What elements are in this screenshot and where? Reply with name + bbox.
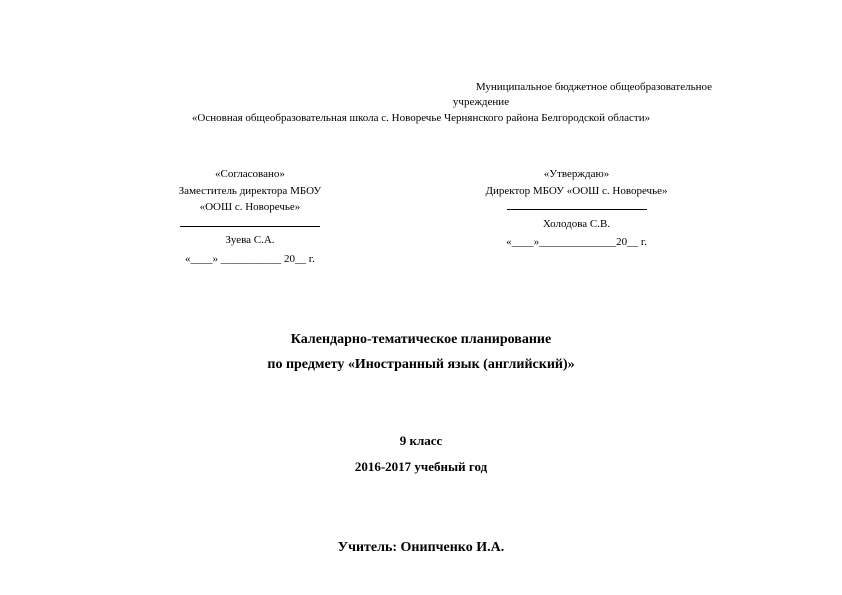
approval-left-block: «Согласовано» Заместитель директора МБОУ… <box>110 166 390 267</box>
approval-right-position: Директор МБОУ «ООШ с. Новоречье» <box>421 183 732 200</box>
teacher-label: Учитель: Онипченко И.А. <box>338 540 504 555</box>
approval-left-position: Заместитель директора МБОУ <box>110 183 390 200</box>
main-title-block: Календарно-тематическое планирование по … <box>50 327 792 377</box>
approval-left-sign-line <box>180 226 320 227</box>
teacher-block: Учитель: Онипченко И.А. <box>50 540 792 556</box>
institution-line1: Муниципальное бюджетное общеобразователь… <box>50 80 792 95</box>
approval-left-title: «Согласовано» <box>110 166 390 183</box>
year-label: 2016-2017 учебный год <box>50 454 792 480</box>
main-title-line1: Календарно-тематическое планирование <box>50 327 792 352</box>
approval-section: «Согласовано» Заместитель директора МБОУ… <box>50 166 792 267</box>
approval-right-name: Холодова С.В. <box>421 216 732 233</box>
institution-header: Муниципальное бюджетное общеобразователь… <box>50 80 792 126</box>
approval-right-sign-line <box>507 209 647 210</box>
institution-line3: «Основная общеобразовательная школа с. Н… <box>50 111 792 126</box>
approval-right-title: «Утверждаю» <box>421 166 732 183</box>
institution-line2: учреждение <box>50 95 792 110</box>
approval-left-date: «____» ___________ 20__ г. <box>110 251 390 268</box>
grade-label: 9 класс <box>50 428 792 454</box>
approval-left-name: Зуева С.А. <box>110 232 390 249</box>
approval-right-date: «____»______________20__ г. <box>421 234 732 251</box>
approval-right-block: «Утверждаю» Директор МБОУ «ООШ с. Новоре… <box>421 166 732 267</box>
class-info-block: 9 класс 2016-2017 учебный год <box>50 428 792 480</box>
approval-left-org: «ООШ с. Новоречье» <box>110 199 390 216</box>
main-title-line2: по предмету «Иностранный язык (английски… <box>50 352 792 377</box>
